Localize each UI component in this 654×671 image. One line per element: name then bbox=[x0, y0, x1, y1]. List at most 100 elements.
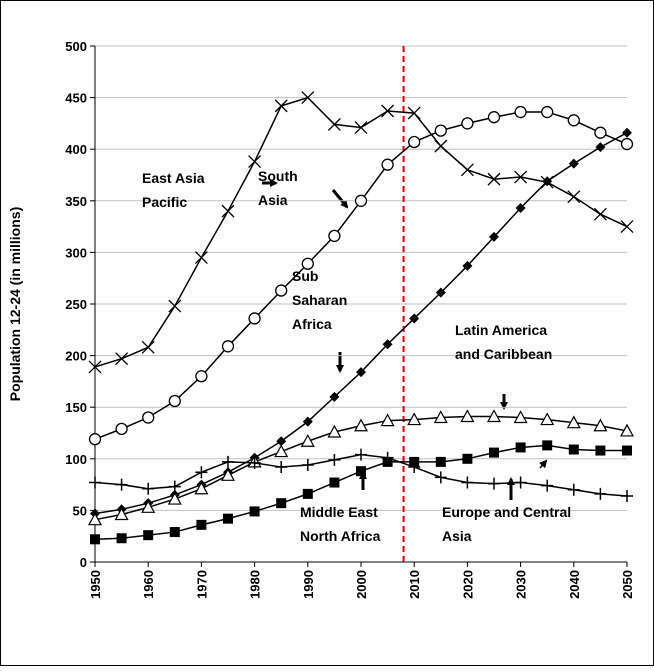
x-tick-label: 2030 bbox=[514, 570, 529, 599]
point bbox=[142, 482, 155, 495]
point bbox=[489, 447, 499, 458]
point bbox=[88, 433, 102, 446]
point bbox=[540, 412, 555, 426]
point bbox=[435, 287, 446, 298]
point bbox=[489, 231, 499, 242]
point bbox=[354, 121, 368, 134]
point bbox=[195, 466, 208, 479]
point bbox=[195, 370, 208, 383]
point bbox=[300, 434, 315, 447]
point bbox=[515, 442, 526, 453]
point bbox=[566, 415, 581, 429]
y-tick-label: 0 bbox=[80, 555, 87, 570]
point bbox=[168, 480, 181, 493]
point bbox=[460, 409, 475, 423]
series bbox=[90, 440, 632, 545]
x-tick-label: 1980 bbox=[248, 570, 263, 599]
point bbox=[487, 172, 501, 186]
point bbox=[621, 489, 633, 502]
point bbox=[115, 478, 128, 491]
series bbox=[89, 448, 633, 502]
point bbox=[434, 124, 447, 137]
y-tick-label: 500 bbox=[65, 39, 87, 54]
x-tick-label: 1990 bbox=[301, 570, 316, 599]
point bbox=[248, 456, 261, 469]
point bbox=[115, 352, 129, 366]
point bbox=[223, 513, 233, 524]
point bbox=[407, 412, 422, 426]
annotation: Middle East bbox=[300, 504, 378, 520]
point bbox=[514, 105, 527, 119]
point bbox=[90, 534, 100, 545]
annotation: Saharan bbox=[292, 292, 347, 308]
point bbox=[595, 142, 606, 153]
y-tick-label: 450 bbox=[65, 91, 87, 106]
point bbox=[356, 367, 366, 378]
point bbox=[513, 410, 528, 424]
x-tick-label: 2010 bbox=[407, 570, 422, 599]
annotation: Europe and Central bbox=[442, 504, 571, 520]
point bbox=[568, 158, 579, 169]
point bbox=[88, 360, 102, 374]
point bbox=[328, 229, 341, 243]
x-tick-label: 1950 bbox=[88, 570, 103, 599]
point bbox=[168, 299, 182, 313]
y-tick-label: 100 bbox=[65, 452, 87, 467]
point bbox=[381, 104, 395, 118]
point bbox=[434, 139, 448, 153]
point bbox=[327, 424, 342, 438]
point bbox=[542, 176, 553, 187]
y-tick-label: 300 bbox=[65, 245, 87, 260]
point bbox=[461, 476, 474, 489]
point bbox=[329, 477, 340, 488]
point bbox=[622, 445, 632, 456]
point bbox=[381, 451, 394, 464]
point bbox=[620, 137, 634, 151]
point bbox=[329, 391, 340, 402]
point bbox=[114, 507, 129, 521]
point bbox=[486, 409, 502, 423]
point bbox=[194, 481, 209, 495]
point bbox=[593, 207, 607, 221]
x-tick-label: 1960 bbox=[141, 570, 156, 599]
point bbox=[327, 117, 341, 131]
x-tick-label: 1970 bbox=[194, 570, 209, 599]
point bbox=[141, 340, 155, 354]
point bbox=[433, 410, 448, 424]
point bbox=[382, 339, 393, 350]
series bbox=[90, 127, 632, 519]
point bbox=[355, 448, 367, 461]
point bbox=[622, 127, 632, 138]
series bbox=[88, 91, 634, 374]
point bbox=[353, 418, 369, 432]
annotation: Africa bbox=[292, 316, 332, 332]
point bbox=[567, 190, 581, 204]
x-tick-label: 2040 bbox=[567, 570, 582, 599]
annotation: Sub bbox=[292, 268, 318, 284]
point bbox=[515, 203, 526, 214]
point bbox=[541, 479, 554, 492]
point bbox=[276, 436, 287, 447]
point bbox=[356, 466, 366, 477]
y-tick-label: 50 bbox=[73, 503, 87, 518]
point bbox=[274, 99, 288, 113]
y-tick-label: 350 bbox=[65, 194, 87, 209]
annotation: Latin America bbox=[455, 322, 547, 338]
point bbox=[141, 500, 156, 513]
point bbox=[196, 519, 207, 530]
point bbox=[274, 444, 289, 458]
x-tick-label: 2020 bbox=[460, 570, 475, 599]
point bbox=[275, 461, 288, 474]
point bbox=[542, 440, 553, 451]
y-tick-label: 400 bbox=[65, 142, 87, 157]
point bbox=[381, 158, 394, 171]
point bbox=[594, 487, 607, 500]
point bbox=[142, 411, 155, 424]
point bbox=[462, 453, 473, 464]
x-tick-label: 2050 bbox=[620, 570, 635, 599]
point bbox=[594, 126, 607, 139]
annotation: Asia bbox=[258, 192, 288, 208]
point bbox=[328, 453, 341, 466]
point bbox=[115, 422, 128, 436]
